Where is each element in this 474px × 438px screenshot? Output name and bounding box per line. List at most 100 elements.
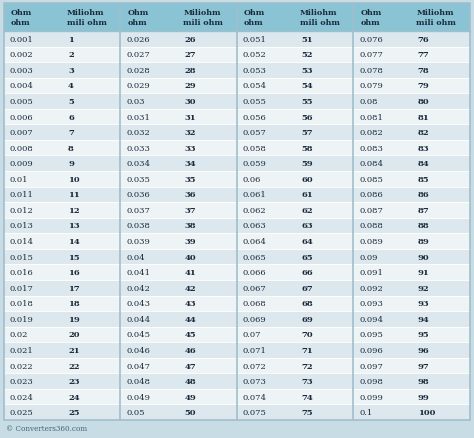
Bar bbox=[354, 327, 470, 343]
Bar bbox=[354, 141, 470, 156]
Text: © Converters360.com: © Converters360.com bbox=[6, 424, 87, 432]
Text: 1: 1 bbox=[68, 36, 74, 44]
Text: 0.098: 0.098 bbox=[359, 377, 383, 385]
Text: 0.089: 0.089 bbox=[359, 237, 383, 246]
Text: 73: 73 bbox=[301, 377, 313, 385]
Text: 0.018: 0.018 bbox=[10, 300, 34, 307]
Bar bbox=[237, 280, 354, 296]
Bar bbox=[120, 141, 237, 156]
Bar bbox=[354, 374, 470, 389]
Bar bbox=[237, 125, 354, 141]
Text: 0.02: 0.02 bbox=[10, 331, 28, 339]
Text: 95: 95 bbox=[418, 331, 429, 339]
Text: 40: 40 bbox=[184, 253, 196, 261]
Text: 36: 36 bbox=[184, 191, 196, 199]
Bar bbox=[354, 32, 470, 47]
Text: 99: 99 bbox=[418, 393, 429, 401]
Text: 0.039: 0.039 bbox=[127, 237, 150, 246]
Text: 45: 45 bbox=[184, 331, 196, 339]
Text: 0.074: 0.074 bbox=[243, 393, 267, 401]
Text: 94: 94 bbox=[418, 315, 429, 323]
Bar bbox=[354, 63, 470, 78]
Bar bbox=[354, 343, 470, 358]
Bar bbox=[4, 47, 120, 63]
Text: 0.014: 0.014 bbox=[10, 237, 34, 246]
Text: 47: 47 bbox=[184, 362, 196, 370]
Text: 81: 81 bbox=[418, 113, 429, 121]
Bar bbox=[120, 358, 237, 374]
Bar bbox=[4, 125, 120, 141]
Text: 0.068: 0.068 bbox=[243, 300, 266, 307]
Text: 3: 3 bbox=[68, 67, 74, 75]
Bar bbox=[4, 110, 120, 125]
Bar bbox=[237, 63, 354, 78]
Text: 20: 20 bbox=[68, 331, 80, 339]
Text: Ohm
ohm: Ohm ohm bbox=[244, 9, 265, 27]
Text: 0.084: 0.084 bbox=[359, 160, 383, 168]
Text: 0.035: 0.035 bbox=[127, 176, 150, 184]
Text: 0.076: 0.076 bbox=[359, 36, 383, 44]
Text: 89: 89 bbox=[418, 237, 429, 246]
Text: 63: 63 bbox=[301, 222, 313, 230]
Bar bbox=[354, 358, 470, 374]
Text: 57: 57 bbox=[301, 129, 313, 137]
Text: 83: 83 bbox=[418, 145, 429, 152]
Text: 0.047: 0.047 bbox=[127, 362, 150, 370]
Text: 77: 77 bbox=[418, 51, 429, 59]
Bar bbox=[237, 141, 354, 156]
Text: 55: 55 bbox=[301, 98, 312, 106]
Bar bbox=[354, 203, 470, 218]
Text: 90: 90 bbox=[418, 253, 429, 261]
Bar bbox=[237, 47, 354, 63]
Text: 0.052: 0.052 bbox=[243, 51, 266, 59]
Bar bbox=[120, 343, 237, 358]
Bar bbox=[354, 172, 470, 187]
Bar bbox=[237, 265, 354, 280]
Bar bbox=[237, 389, 354, 405]
Text: 25: 25 bbox=[68, 408, 80, 416]
Text: 84: 84 bbox=[418, 160, 429, 168]
Text: 0.066: 0.066 bbox=[243, 268, 266, 276]
Bar bbox=[4, 327, 120, 343]
Text: 0.058: 0.058 bbox=[243, 145, 267, 152]
Bar bbox=[237, 311, 354, 327]
Bar bbox=[4, 78, 120, 94]
Bar bbox=[354, 218, 470, 234]
Text: 0.085: 0.085 bbox=[359, 176, 383, 184]
Text: 41: 41 bbox=[184, 268, 196, 276]
Text: 68: 68 bbox=[301, 300, 313, 307]
Text: 96: 96 bbox=[418, 346, 429, 354]
Text: 49: 49 bbox=[184, 393, 196, 401]
Text: 44: 44 bbox=[184, 315, 196, 323]
Text: 0.067: 0.067 bbox=[243, 284, 266, 292]
Text: 91: 91 bbox=[418, 268, 429, 276]
Text: 54: 54 bbox=[301, 82, 313, 90]
Bar bbox=[4, 280, 120, 296]
Bar bbox=[354, 156, 470, 172]
Text: 0.095: 0.095 bbox=[359, 331, 383, 339]
Text: 30: 30 bbox=[184, 98, 196, 106]
Text: 0.011: 0.011 bbox=[10, 191, 34, 199]
Text: Ohm
ohm: Ohm ohm bbox=[11, 9, 32, 27]
Text: 24: 24 bbox=[68, 393, 80, 401]
Text: 0.04: 0.04 bbox=[127, 253, 145, 261]
Text: 0.075: 0.075 bbox=[243, 408, 267, 416]
Text: 0.087: 0.087 bbox=[359, 206, 383, 215]
Text: Ohm
ohm: Ohm ohm bbox=[361, 9, 382, 27]
Text: 0.049: 0.049 bbox=[127, 393, 150, 401]
Bar bbox=[237, 4, 354, 32]
Text: 58: 58 bbox=[301, 145, 313, 152]
Text: 74: 74 bbox=[301, 393, 313, 401]
Text: 0.022: 0.022 bbox=[10, 362, 34, 370]
Text: 0.078: 0.078 bbox=[359, 67, 383, 75]
Bar bbox=[4, 343, 120, 358]
Text: 0.038: 0.038 bbox=[127, 222, 150, 230]
Text: 32: 32 bbox=[184, 129, 196, 137]
Text: 37: 37 bbox=[184, 206, 196, 215]
Text: 72: 72 bbox=[301, 362, 313, 370]
Bar bbox=[120, 125, 237, 141]
Text: 0.061: 0.061 bbox=[243, 191, 266, 199]
Bar bbox=[354, 389, 470, 405]
Text: 16: 16 bbox=[68, 268, 80, 276]
Bar bbox=[354, 4, 470, 32]
